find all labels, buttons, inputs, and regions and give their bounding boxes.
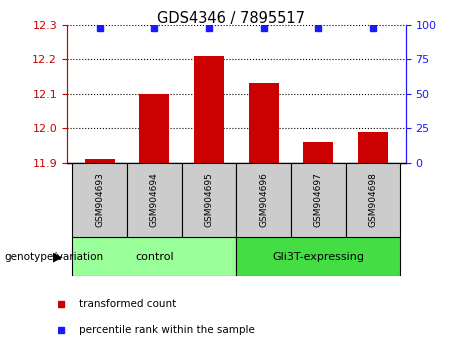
Bar [85,159,115,163]
Text: GSM904697: GSM904697 [314,172,323,228]
Bar [72,163,127,237]
Bar [72,237,236,276]
Text: genotype/variation: genotype/variation [5,252,104,262]
Bar [346,163,400,237]
Bar [248,84,278,163]
Bar [194,56,224,163]
Text: GSM904695: GSM904695 [204,172,213,228]
Text: ▶: ▶ [53,250,62,263]
Text: control: control [135,252,174,262]
Bar [291,163,346,237]
Text: GSM904694: GSM904694 [150,173,159,227]
Bar [182,163,236,237]
Bar [358,132,388,163]
Text: transformed count: transformed count [79,298,177,309]
Bar [236,237,400,276]
Text: Gli3T-expressing: Gli3T-expressing [272,252,364,262]
Text: GDS4346 / 7895517: GDS4346 / 7895517 [156,11,305,25]
Bar [303,142,333,163]
Text: GSM904698: GSM904698 [368,172,378,228]
Text: percentile rank within the sample: percentile rank within the sample [79,325,255,335]
Bar [127,163,182,237]
Text: GSM904696: GSM904696 [259,172,268,228]
Text: GSM904693: GSM904693 [95,172,104,228]
Bar [139,94,169,163]
Bar [236,163,291,237]
